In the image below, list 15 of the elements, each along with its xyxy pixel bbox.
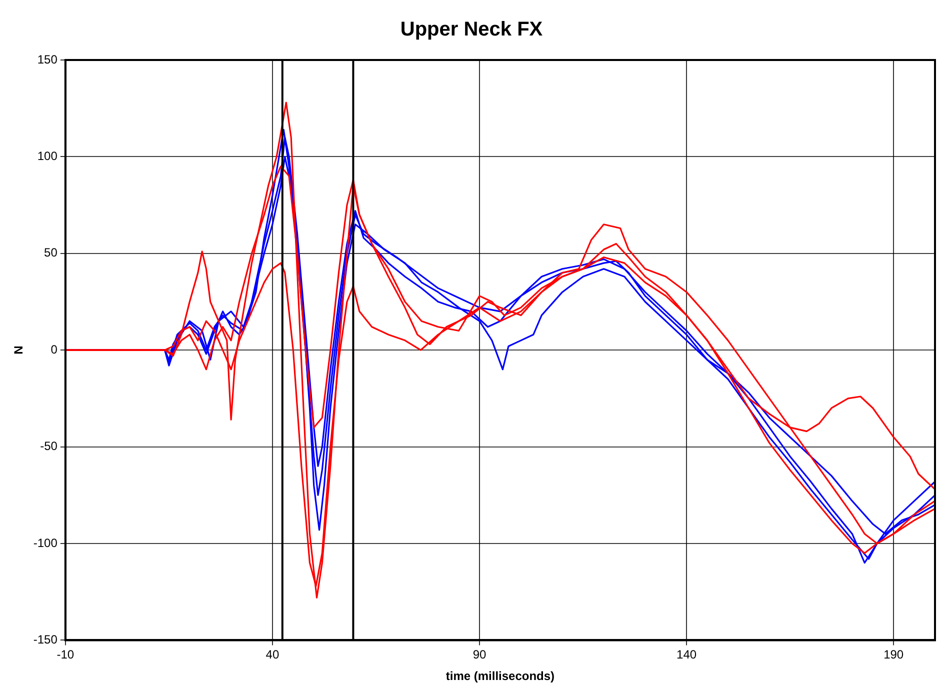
x-tick-label: -10	[56, 648, 74, 662]
y-tick-label: -100	[33, 536, 58, 550]
y-tick-label: 100	[37, 149, 58, 164]
y-tick-label: 150	[37, 52, 58, 66]
chart-title: Upper Neck FX	[400, 18, 544, 41]
y-tick-label: 0	[50, 342, 58, 356]
y-tick-label: 50	[44, 246, 58, 260]
x-tick-label: 40	[266, 648, 280, 662]
x-axis-title: time (milliseconds)	[446, 669, 555, 684]
x-tick-label: 90	[472, 648, 486, 662]
y-axis-title: N	[12, 346, 26, 354]
y-tick-label: -150	[33, 632, 58, 647]
x-tick-label: 140	[676, 648, 697, 662]
y-tick-label: -50	[40, 439, 58, 454]
x-tick-label: 190	[884, 648, 904, 662]
